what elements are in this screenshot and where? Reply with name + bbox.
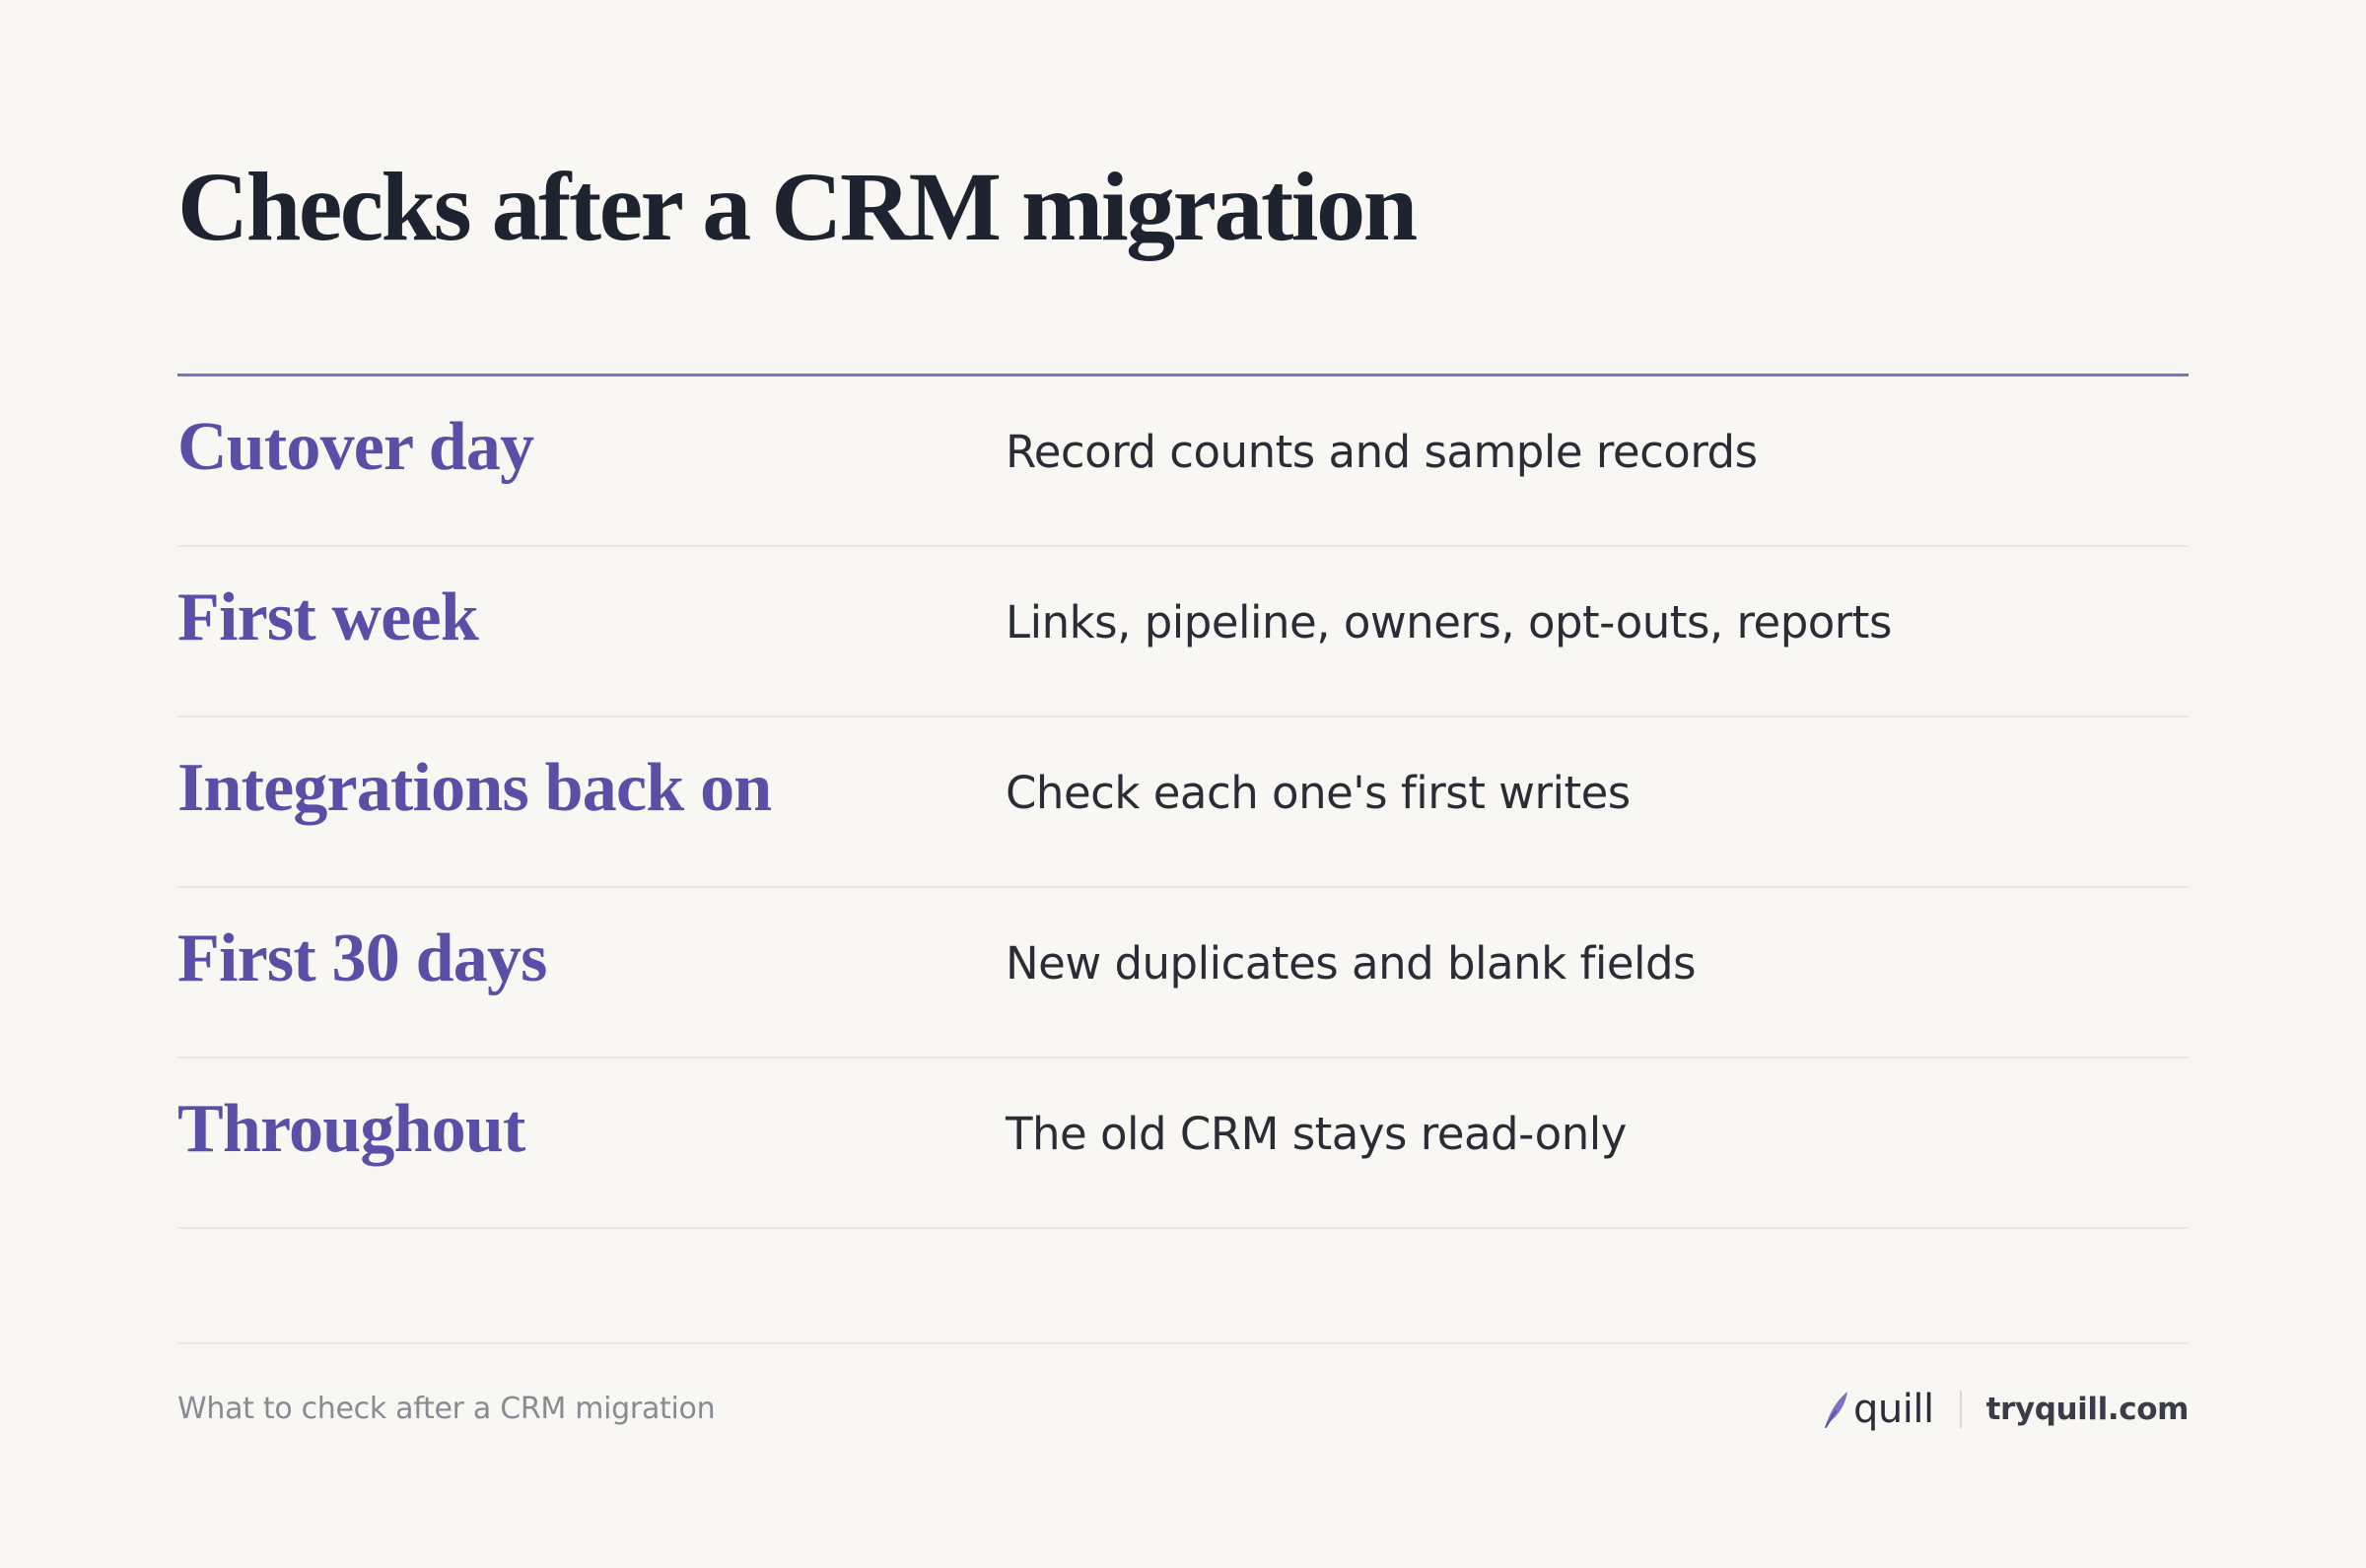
check-timing-label: Throughout [177,1091,525,1167]
check-description: Record counts and sample records [1006,426,1758,478]
check-description: The old CRM stays read-only [1006,1108,1627,1160]
header-divider [177,374,2189,376]
check-timing-label: First 30 days [177,920,547,996]
website-link[interactable]: tryquill.com [1985,1392,2190,1427]
footer-divider [177,1342,2189,1344]
list-item: First week Links, pipeline, owners, opt-… [177,547,2189,717]
quill-feather-icon [1825,1392,1847,1428]
footer-caption: What to check after a CRM migration [177,1392,716,1426]
list-item: Throughout The old CRM stays read-only [177,1058,2189,1229]
check-timing-label: First week [177,579,479,655]
checks-list: Cutover day Record counts and sample rec… [177,376,2189,1229]
brand-block: quill tryquill.com [1824,1380,2189,1439]
brand-logo[interactable]: quill [1824,1386,1934,1433]
check-description: Links, pipeline, owners, opt-outs, repor… [1006,596,1892,648]
check-description: New duplicates and blank fields [1006,937,1697,989]
check-timing-label: Integrations back on [177,750,772,826]
check-timing-label: Cutover day [177,409,534,485]
brand-divider [1959,1391,1962,1428]
list-item: First 30 days New duplicates and blank f… [177,888,2189,1058]
list-item: Cutover day Record counts and sample rec… [177,376,2189,547]
list-item: Integrations back on Check each one's fi… [177,717,2189,888]
page-title: Checks after a CRM migration [177,152,1418,261]
brand-name: quill [1853,1387,1934,1432]
check-description: Check each one's first writes [1006,767,1631,819]
